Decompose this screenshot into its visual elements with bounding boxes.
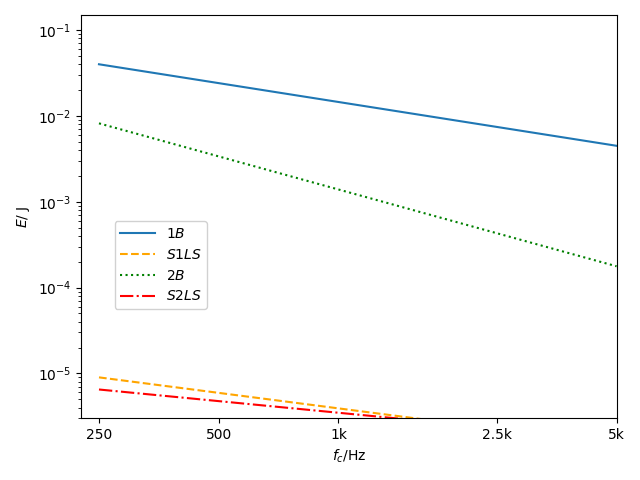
$S1LS$ xyxy=(454,421,462,427)
$S2LS$ xyxy=(296,406,304,412)
$S1LS$ xyxy=(95,374,103,380)
$1B$ xyxy=(296,93,304,99)
$1B$ xyxy=(255,86,262,92)
$1B$ xyxy=(135,68,143,73)
$2B$ xyxy=(493,230,500,236)
$S2LS$ xyxy=(95,386,103,392)
$S2LS$ xyxy=(612,437,620,443)
Legend: $1B$, $S1LS$, $2B$, $S2LS$: $1B$, $S1LS$, $2B$, $S2LS$ xyxy=(115,221,207,309)
$S1LS$ xyxy=(574,436,582,442)
$S1LS$ xyxy=(177,385,184,391)
Line: $S2LS$: $S2LS$ xyxy=(99,389,616,440)
$2B$ xyxy=(177,143,184,149)
$2B$ xyxy=(95,120,103,126)
$2B$ xyxy=(574,253,582,259)
$S1LS$ xyxy=(493,426,500,432)
X-axis label: $f_c$/Hz: $f_c$/Hz xyxy=(332,447,366,465)
$2B$ xyxy=(612,264,620,269)
$S2LS$ xyxy=(177,395,184,400)
$S1LS$ xyxy=(255,395,262,401)
$1B$ xyxy=(454,118,462,124)
$2B$ xyxy=(533,241,541,247)
$S1LS$ xyxy=(335,406,342,411)
$S1LS$ xyxy=(296,400,304,406)
Line: $2B$: $2B$ xyxy=(99,123,616,266)
$1B$ xyxy=(215,80,223,86)
$1B$ xyxy=(416,112,424,118)
$S1LS$ xyxy=(533,431,541,437)
$S2LS$ xyxy=(335,410,342,416)
$S2LS$ xyxy=(493,425,500,431)
$S2LS$ xyxy=(533,429,541,435)
$S1LS$ xyxy=(135,380,143,385)
$2B$ xyxy=(296,176,304,182)
$S1LS$ xyxy=(612,442,620,447)
$1B$ xyxy=(493,124,500,130)
$S2LS$ xyxy=(574,433,582,439)
Y-axis label: $E$/ J: $E$/ J xyxy=(15,205,32,228)
$1B$ xyxy=(612,143,620,149)
Line: $1B$: $1B$ xyxy=(99,64,616,146)
$S2LS$ xyxy=(135,391,143,396)
Line: $S1LS$: $S1LS$ xyxy=(99,377,616,444)
$2B$ xyxy=(416,209,424,215)
$1B$ xyxy=(574,137,582,143)
$2B$ xyxy=(335,187,342,192)
$S1LS$ xyxy=(373,410,381,416)
$S2LS$ xyxy=(255,402,262,408)
$1B$ xyxy=(95,61,103,67)
$1B$ xyxy=(533,131,541,136)
$1B$ xyxy=(335,99,342,105)
$S2LS$ xyxy=(215,398,223,404)
$1B$ xyxy=(177,74,184,80)
$S1LS$ xyxy=(416,416,424,422)
$2B$ xyxy=(215,154,223,159)
$2B$ xyxy=(454,220,462,226)
$2B$ xyxy=(255,165,262,170)
$2B$ xyxy=(135,132,143,137)
$S2LS$ xyxy=(416,418,424,423)
$2B$ xyxy=(373,197,381,203)
$S2LS$ xyxy=(454,421,462,427)
$S1LS$ xyxy=(215,390,223,396)
$S2LS$ xyxy=(373,414,381,420)
$1B$ xyxy=(373,105,381,111)
